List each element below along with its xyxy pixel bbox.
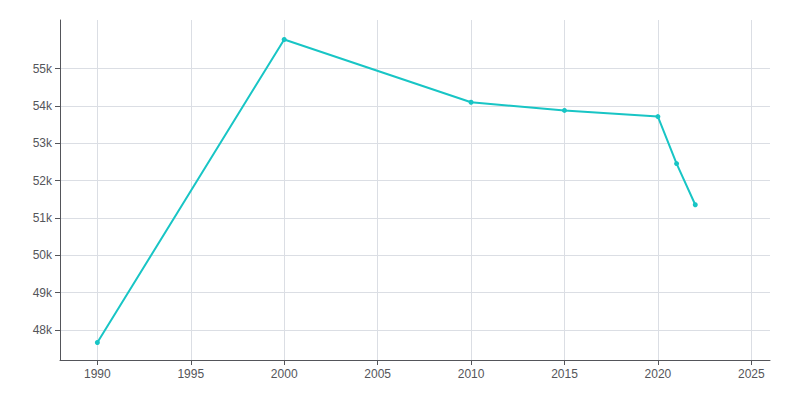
svg-text:55k: 55k bbox=[33, 62, 53, 76]
svg-text:1995: 1995 bbox=[177, 367, 204, 381]
svg-text:51k: 51k bbox=[33, 211, 53, 225]
svg-text:1990: 1990 bbox=[84, 367, 111, 381]
svg-text:50k: 50k bbox=[33, 248, 53, 262]
svg-text:53k: 53k bbox=[33, 136, 53, 150]
svg-text:2010: 2010 bbox=[458, 367, 485, 381]
svg-text:52k: 52k bbox=[33, 174, 53, 188]
svg-text:2000: 2000 bbox=[271, 367, 298, 381]
svg-text:2005: 2005 bbox=[364, 367, 391, 381]
svg-text:2020: 2020 bbox=[645, 367, 672, 381]
svg-text:48k: 48k bbox=[33, 323, 53, 337]
svg-text:49k: 49k bbox=[33, 286, 53, 300]
svg-text:2015: 2015 bbox=[551, 367, 578, 381]
svg-text:54k: 54k bbox=[33, 99, 53, 113]
svg-text:2025: 2025 bbox=[738, 367, 765, 381]
